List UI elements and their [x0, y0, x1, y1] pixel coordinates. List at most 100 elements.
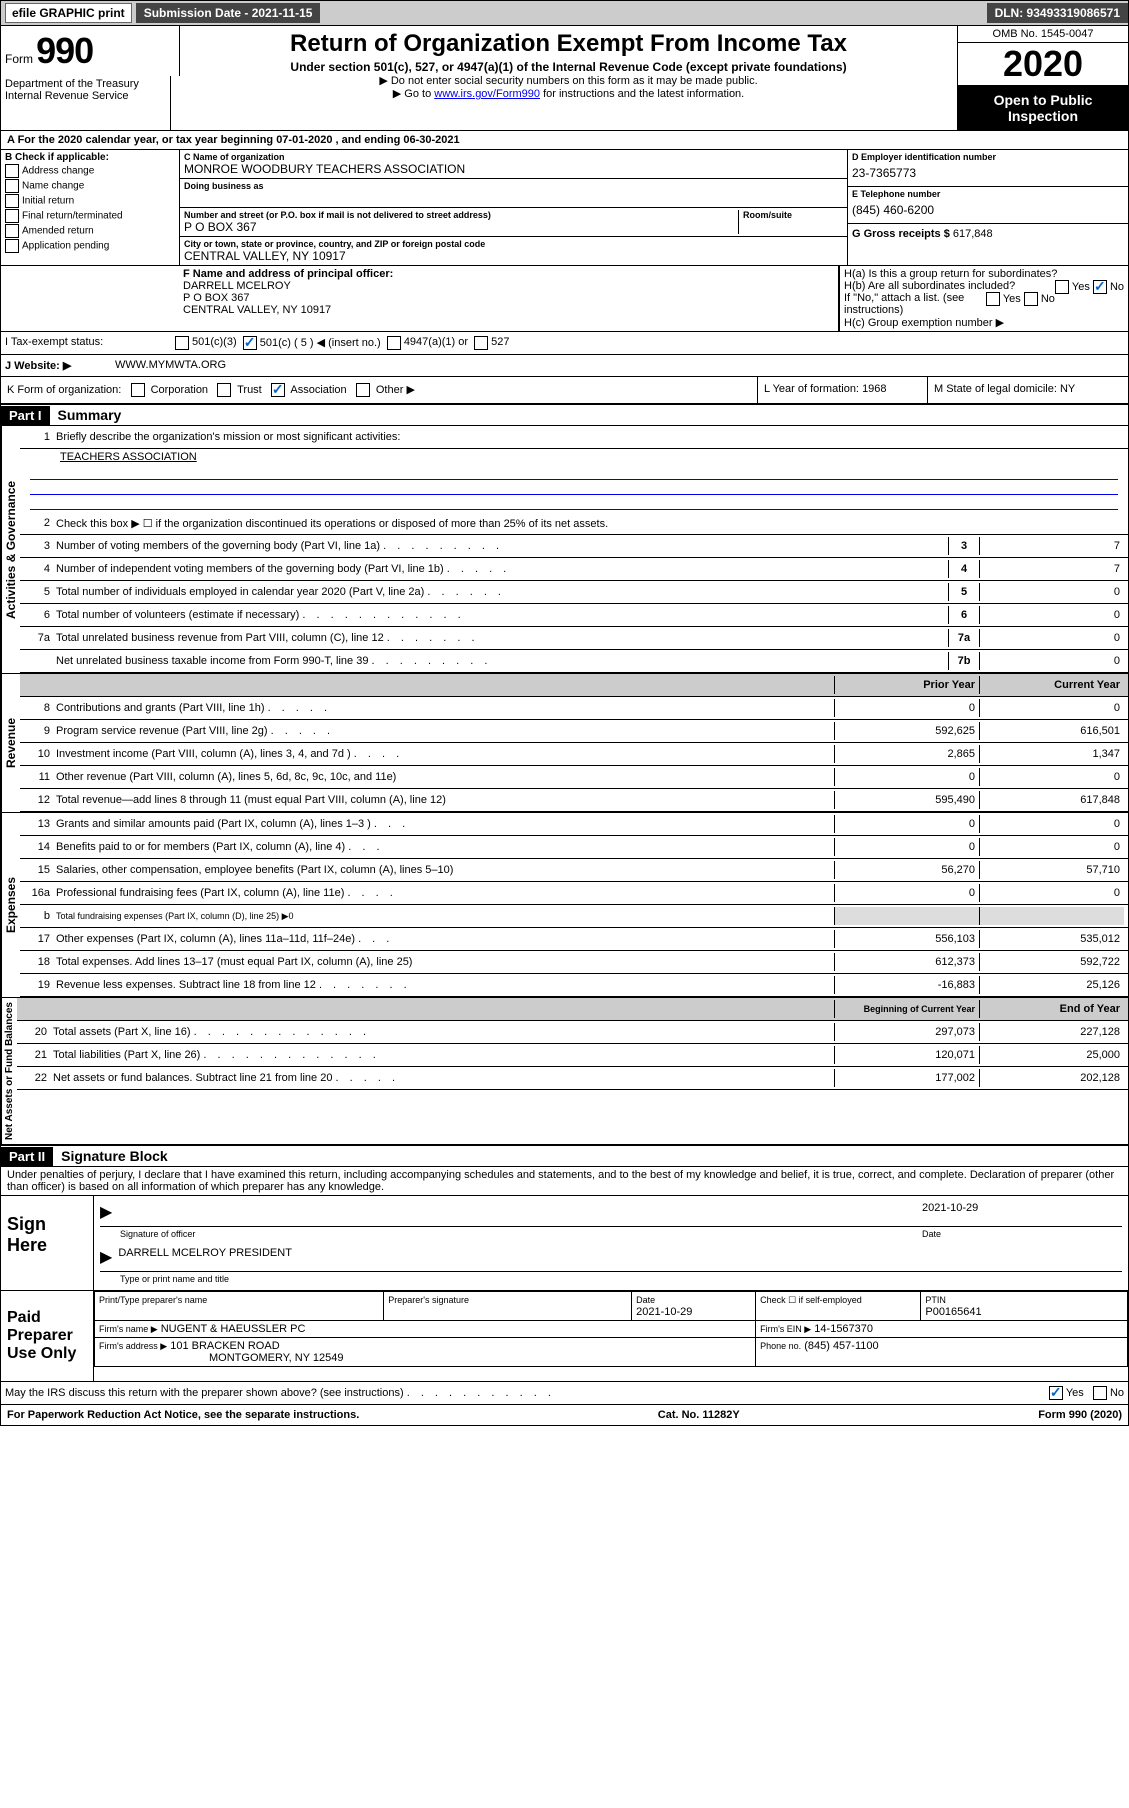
sign-here: Sign Here ▶2021-10-29 Signature of offic… [1, 1196, 1128, 1291]
form-header: Form 990 Department of the Treasury Inte… [1, 26, 1128, 131]
department: Department of the Treasury Internal Reve… [1, 76, 171, 130]
check-assoc[interactable] [271, 383, 285, 397]
form-title: Return of Organization Exempt From Incom… [188, 30, 949, 58]
form-page: efile GRAPHIC print Submission Date - 20… [0, 0, 1129, 1426]
check-pending[interactable]: Application pending [5, 239, 175, 253]
v7b: 0 [980, 652, 1124, 670]
p19: -16,883 [834, 976, 979, 994]
c13: 0 [979, 815, 1124, 833]
officer-name: DARRELL MCELROY [183, 280, 291, 292]
check-name[interactable]: Name change [5, 179, 175, 193]
part-i-header: Part I Summary [1, 405, 1128, 426]
section-b: B Check if applicable: Address change Na… [1, 150, 180, 265]
check-other[interactable] [356, 383, 370, 397]
firm-phone: (845) 457-1100 [804, 1340, 878, 1352]
check-amended[interactable]: Amended return [5, 224, 175, 238]
year-formation: 1968 [862, 383, 886, 395]
expenses: Expenses 13Grants and similar amounts pa… [1, 813, 1128, 998]
v6: 0 [980, 606, 1124, 624]
sign-date: 2021-10-29 [922, 1202, 1122, 1226]
c16a: 0 [979, 884, 1124, 902]
street: P O BOX 367 [184, 220, 738, 234]
p8: 0 [834, 699, 979, 717]
bcdeg-row: B Check if applicable: Address change Na… [1, 150, 1128, 266]
b22: 177,002 [834, 1069, 979, 1087]
p14: 0 [834, 838, 979, 856]
form-label: Form [5, 52, 33, 66]
revenue: Revenue Prior YearCurrent Year 8Contribu… [1, 674, 1128, 813]
preparer-table: Print/Type preparer's name Preparer's si… [94, 1291, 1128, 1367]
b20: 297,073 [834, 1023, 979, 1041]
firm-addr2: MONTGOMERY, NY 12549 [99, 1352, 344, 1364]
section-deg: D Employer identification number 23-7365… [847, 150, 1128, 265]
p17: 556,103 [834, 930, 979, 948]
check-trust[interactable] [217, 383, 231, 397]
ein: 23-7365773 [852, 162, 1124, 184]
firm-name: NUGENT & HAEUSSLER PC [161, 1323, 306, 1335]
fh-row: F Name and address of principal officer:… [1, 266, 1128, 332]
page-footer: For Paperwork Reduction Act Notice, see … [1, 1405, 1128, 1425]
p16a: 0 [834, 884, 979, 902]
tax-year: 2020 [958, 43, 1128, 86]
discuss-line: May the IRS discuss this return with the… [1, 1382, 1128, 1405]
c12: 617,848 [979, 791, 1124, 809]
form-subtitle: Under section 501(c), 527, or 4947(a)(1)… [188, 60, 949, 74]
penalty-text: Under penalties of perjury, I declare th… [1, 1167, 1128, 1196]
paid-preparer: Paid Preparer Use Only Print/Type prepar… [1, 1291, 1128, 1382]
omb-number: OMB No. 1545-0047 [958, 26, 1128, 43]
check-address[interactable]: Address change [5, 164, 175, 178]
check-527[interactable] [474, 336, 488, 350]
mission: TEACHERS ASSOCIATION [60, 451, 197, 463]
c18: 592,722 [979, 953, 1124, 971]
p11: 0 [834, 768, 979, 786]
open-inspection: Open to Public Inspection [958, 86, 1128, 130]
check-4947[interactable] [387, 336, 401, 350]
p9: 592,625 [834, 722, 979, 740]
e22: 202,128 [979, 1069, 1124, 1087]
officer-print: DARRELL MCELROY PRESIDENT [118, 1247, 292, 1271]
c11: 0 [979, 768, 1124, 786]
gross-receipts: 617,848 [953, 228, 993, 240]
city: CENTRAL VALLEY, NY 10917 [184, 249, 843, 263]
dba [184, 191, 843, 205]
e20: 227,128 [979, 1023, 1124, 1041]
line-a: A For the 2020 calendar year, or tax yea… [1, 131, 1128, 150]
c15: 57,710 [979, 861, 1124, 879]
check-initial[interactable]: Initial return [5, 194, 175, 208]
part-ii-header: Part II Signature Block [1, 1146, 1128, 1167]
discuss-no[interactable] [1093, 1386, 1107, 1400]
net-assets: Net Assets or Fund Balances Beginning of… [1, 998, 1128, 1146]
section-f: F Name and address of principal officer:… [179, 266, 839, 331]
check-final[interactable]: Final return/terminated [5, 209, 175, 223]
p13: 0 [834, 815, 979, 833]
form-ref: Form 990 (2020) [1038, 1409, 1122, 1421]
state-domicile: NY [1060, 383, 1075, 395]
activities-governance: Activities & Governance 1Briefly describ… [1, 426, 1128, 674]
check-501c3[interactable] [175, 336, 189, 350]
p18: 612,373 [834, 953, 979, 971]
website: WWW.MYMWTA.ORG [115, 359, 226, 372]
v4: 7 [980, 560, 1124, 578]
p15: 56,270 [834, 861, 979, 879]
irs-link[interactable]: www.irs.gov/Form990 [434, 88, 540, 100]
topbar: efile GRAPHIC print Submission Date - 20… [1, 1, 1128, 26]
check-corp[interactable] [131, 383, 145, 397]
c9: 616,501 [979, 722, 1124, 740]
efile-print-button[interactable]: efile GRAPHIC print [5, 3, 132, 23]
section-c: C Name of organization MONROE WOODBURY T… [180, 150, 847, 265]
klm-row: K Form of organization: Corporation Trus… [1, 377, 1128, 405]
note-link: ▶ Go to www.irs.gov/Form990 for instruct… [188, 87, 949, 100]
b21: 120,071 [834, 1046, 979, 1064]
form-number: 990 [36, 30, 93, 71]
firm-ein: 14-1567370 [814, 1323, 873, 1335]
c14: 0 [979, 838, 1124, 856]
check-501c[interactable] [243, 336, 257, 350]
section-h: H(a) Is this a group return for subordin… [839, 266, 1128, 331]
submission-date: Submission Date - 2021-11-15 [136, 3, 321, 23]
i-row: I Tax-exempt status: 501(c)(3) 501(c) ( … [1, 332, 1128, 355]
c19: 25,126 [979, 976, 1124, 994]
org-name: MONROE WOODBURY TEACHERS ASSOCIATION [184, 162, 843, 176]
discuss-yes[interactable] [1049, 1386, 1063, 1400]
dln: DLN: 93493319086571 [987, 3, 1128, 23]
v7a: 0 [980, 629, 1124, 647]
